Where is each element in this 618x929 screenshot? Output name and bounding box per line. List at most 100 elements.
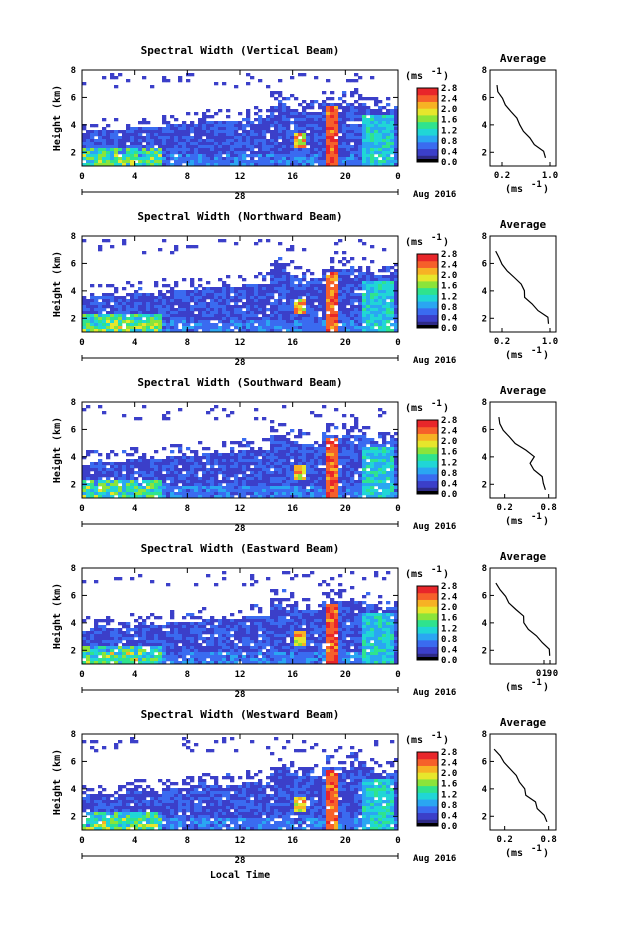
heatmap-cell (322, 474, 327, 478)
heatmap-cell (158, 163, 163, 167)
heatmap-cell (122, 317, 127, 321)
heatmap-cell (254, 106, 259, 110)
heatmap-cell (334, 450, 339, 454)
heatmap-cell (262, 471, 267, 475)
heatmap-cell (130, 661, 135, 665)
heatmap-cell (178, 311, 183, 315)
heatmap-cell (294, 320, 299, 324)
heatmap-cell (202, 474, 207, 478)
heatmap-cell (322, 459, 327, 463)
heatmap-cell (362, 489, 367, 493)
heatmap-cell (354, 284, 359, 288)
heatmap-cell (142, 643, 147, 647)
heatmap-cell (122, 305, 127, 309)
heatmap-cell (366, 97, 371, 101)
heatmap-cell (262, 616, 267, 620)
heatmap-cell (350, 474, 355, 478)
heatmap-cell (166, 154, 171, 158)
heatmap-cell (198, 118, 203, 122)
heatmap-cell (98, 245, 103, 249)
heatmap-cell (214, 124, 219, 128)
heatmap-cell (326, 459, 331, 463)
heatmap-cell (350, 136, 355, 140)
heatmap-cell (206, 314, 211, 318)
heatmap-cell (278, 453, 283, 457)
heatmap-cell (146, 486, 151, 490)
heatmap-cell (218, 296, 223, 300)
heatmap-cell (262, 625, 267, 629)
heatmap-cell (286, 317, 291, 321)
heatmap-cell (286, 163, 291, 167)
heatmap-cell (386, 471, 391, 475)
heatmap-cell (330, 450, 335, 454)
heatmap-cell (382, 489, 387, 493)
heatmap-cell (206, 468, 211, 472)
heatmap-cell (362, 468, 367, 472)
heatmap-cell (190, 308, 195, 312)
heatmap-cell (202, 287, 207, 291)
heatmap-cell (242, 661, 247, 665)
heatmap-cell (234, 634, 239, 638)
heatmap-cell (286, 121, 291, 125)
heatmap-cell (190, 284, 195, 288)
heatmap-cell (102, 480, 107, 484)
heatmap-cell (314, 115, 319, 119)
heatmap-cell (278, 329, 283, 333)
heatmap-cell (138, 305, 143, 309)
avg-unit-label: (ms (505, 184, 523, 195)
heatmap-cell (98, 151, 103, 155)
heatmap-cell (142, 652, 147, 656)
heatmap-cell (166, 646, 171, 650)
heatmap-cell (346, 290, 351, 294)
heatmap-cell (138, 326, 143, 330)
heatmap-cell (270, 112, 275, 116)
heatmap-cell (366, 281, 371, 285)
heatmap-cell (166, 459, 171, 463)
heatmap-cell (326, 326, 331, 330)
heatmap-cell (358, 480, 363, 484)
heatmap-cell (122, 157, 127, 161)
heatmap-cell (102, 314, 107, 318)
heatmap-cell (186, 646, 191, 650)
heatmap-cell (134, 619, 139, 623)
heatmap-cell (118, 634, 123, 638)
heatmap-cell (230, 323, 235, 327)
heatmap-cell (258, 495, 263, 499)
heatmap-cell (334, 151, 339, 155)
heatmap-cell (106, 323, 111, 327)
heatmap-cell (282, 121, 287, 125)
heatmap-cell (142, 163, 147, 167)
heatmap-cell (334, 474, 339, 478)
heatmap-cell (266, 438, 271, 442)
heatmap-cell (246, 634, 251, 638)
heatmap-cell (358, 145, 363, 149)
heatmap-cell (226, 453, 231, 457)
heatmap-cell (298, 130, 303, 134)
heatmap-cell (166, 79, 171, 83)
heatmap-cell (114, 299, 119, 303)
heatmap-cell (326, 323, 331, 327)
heatmap-cell (270, 290, 275, 294)
heatmap-cell (98, 465, 103, 469)
heatmap-cell (302, 495, 307, 499)
heatmap-cell (118, 637, 123, 641)
heatmap-cell (322, 148, 327, 152)
heatmap-cell (98, 154, 103, 158)
heatmap-cell (166, 320, 171, 324)
heatmap-cell (222, 326, 227, 330)
heatmap-cell (114, 151, 119, 155)
heatmap-cell (110, 320, 115, 324)
heatmap-cell (210, 646, 215, 650)
heatmap-cell (266, 637, 271, 641)
heatmap-cell (138, 314, 143, 318)
heatmap-cell (274, 97, 279, 101)
heatmap-cell (82, 239, 87, 243)
heatmap-cell (218, 453, 223, 457)
heatmap-cell (286, 157, 291, 161)
heatmap-cell (126, 136, 131, 140)
heatmap-cell (350, 441, 355, 445)
heatmap-cell (382, 314, 387, 318)
heatmap-cell (102, 492, 107, 496)
heatmap-cell (162, 139, 167, 143)
heatmap-cell (370, 456, 375, 460)
